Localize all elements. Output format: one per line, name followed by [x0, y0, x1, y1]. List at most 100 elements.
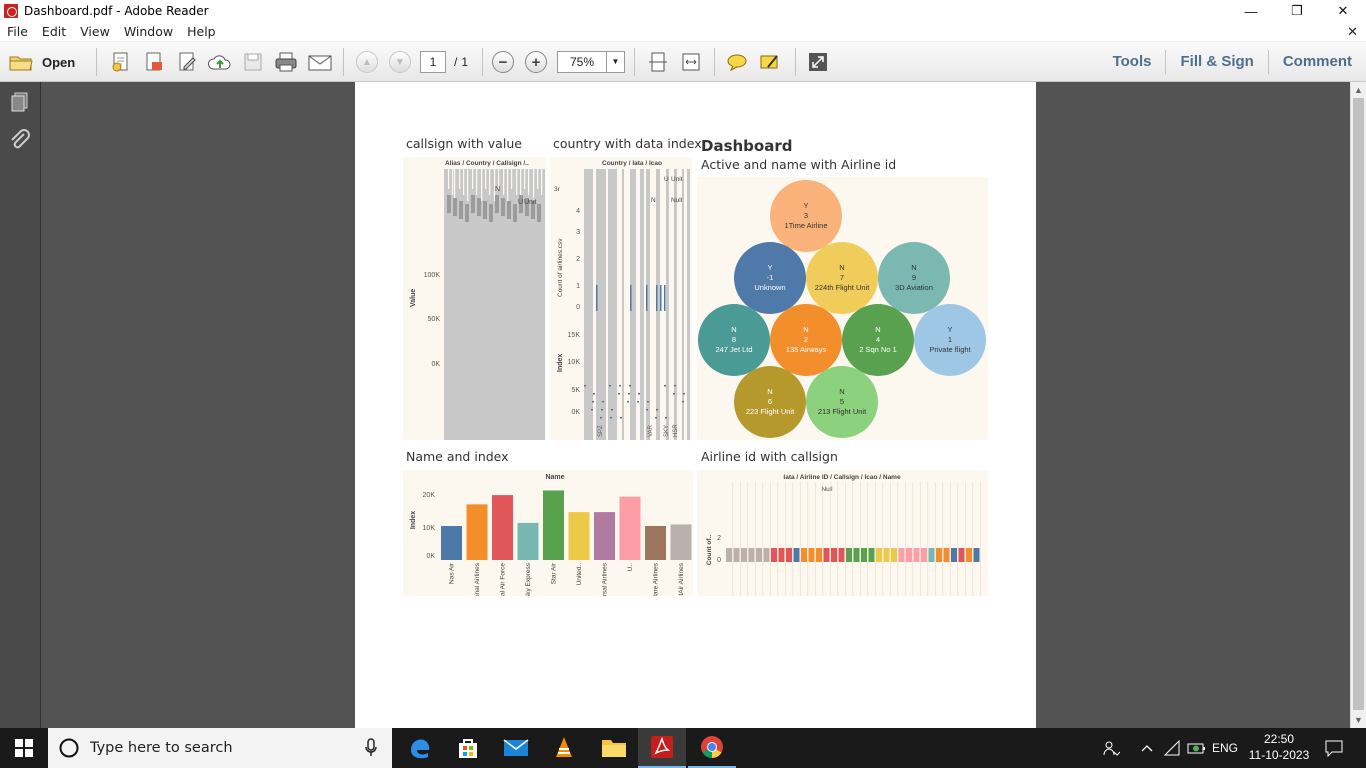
full-screen-button[interactable]: [805, 50, 831, 74]
comment-button[interactable]: [724, 50, 750, 74]
open-button[interactable]: Open: [8, 50, 80, 74]
callsign-gap: [541, 169, 543, 195]
callsign-gap: [524, 169, 526, 189]
previous-page-button[interactable]: ▲: [354, 50, 380, 74]
country-ytick-5k: 5K: [571, 387, 580, 394]
menu-help[interactable]: Help: [187, 24, 216, 39]
comment-link[interactable]: Comment: [1267, 50, 1366, 74]
airline-callsign-column: [898, 548, 905, 562]
bubble-unknown: Y -1 Unknown: [734, 242, 806, 314]
save-button[interactable]: [240, 50, 266, 74]
fit-width-button[interactable]: [678, 50, 704, 74]
edit-pdf-button[interactable]: [174, 50, 200, 74]
edge-browser-icon[interactable]: [396, 728, 444, 768]
callsign-bar-top: [447, 195, 451, 213]
print-button[interactable]: [273, 50, 299, 74]
zoom-select[interactable]: 75% ▼: [556, 50, 626, 74]
name-index-category-label: Volare Airlines: [653, 562, 660, 596]
airline-callsign-chart: Iata / Airline ID / Callsign / Icao / Na…: [697, 470, 988, 596]
page-number-input[interactable]: 1: [420, 51, 446, 73]
close-document-icon[interactable]: ✕: [1347, 24, 1358, 39]
airline-callsign-column: [808, 548, 815, 562]
people-icon[interactable]: [1102, 728, 1120, 768]
fit-page-button[interactable]: [645, 50, 671, 74]
system-clock[interactable]: 22:50 11-10-2023: [1248, 731, 1310, 763]
bubble-active: N: [839, 263, 845, 272]
bubble-1time-airline: Y 3 1Time Airline: [770, 180, 842, 252]
name-index-bar: [492, 495, 513, 560]
chrome-browser-icon[interactable]: [688, 728, 736, 768]
fill-sign-link[interactable]: Fill & Sign: [1165, 50, 1267, 74]
callsign-ytick-100k: 100K: [424, 272, 441, 279]
highlight-button[interactable]: [757, 50, 783, 74]
close-button[interactable]: ✕: [1337, 3, 1349, 18]
notification-center-icon[interactable]: [1324, 728, 1344, 768]
email-button[interactable]: [306, 50, 334, 74]
clock-date: 11-10-2023: [1248, 748, 1310, 762]
country-ytick-2: 2: [576, 256, 580, 263]
airline-callsign-svg: Iata / Airline ID / Callsign / Icao / Na…: [706, 474, 981, 596]
export-pdf-button[interactable]: [141, 50, 167, 74]
callsign-bar-top: [525, 198, 529, 216]
arrow-down-icon: ▼: [389, 51, 411, 73]
callsign-gap: [520, 169, 522, 201]
upload-button[interactable]: [207, 50, 233, 74]
country-column: [687, 169, 690, 440]
country-count-mark: [664, 285, 666, 311]
battery-icon[interactable]: [1187, 728, 1207, 768]
country-index-mark: [647, 401, 649, 403]
callsign-gap: [507, 169, 509, 201]
country-top-label-null: Null: [671, 197, 683, 204]
menu-window[interactable]: Window: [123, 24, 174, 39]
name-index-ytick-0k: 0K: [426, 553, 435, 560]
callsign-stripes: [447, 169, 543, 222]
airline-callsign-column: [771, 548, 777, 562]
airline-callsign-column: [966, 548, 972, 562]
file-explorer-icon[interactable]: [590, 728, 638, 768]
airline-callsign-column: [958, 548, 965, 562]
clock-time: 22:50: [1263, 732, 1295, 746]
minimize-button[interactable]: —: [1244, 3, 1258, 19]
country-columns: [584, 169, 690, 440]
microphone-icon[interactable]: [364, 738, 378, 758]
airline-callsign-column: [831, 548, 837, 562]
zoom-out-button[interactable]: −: [490, 50, 516, 74]
create-pdf-button[interactable]: [108, 50, 134, 74]
country-index-mark: [656, 409, 658, 411]
language-indicator[interactable]: ENG: [1212, 741, 1239, 755]
menu-view[interactable]: View: [80, 24, 110, 39]
pdf-page: callsign with value Alias / Country / Ca…: [355, 82, 1036, 728]
vertical-scrollbar[interactable]: ▲ ▼: [1350, 82, 1366, 728]
menu-file[interactable]: File: [7, 24, 28, 39]
airline-callsign-column: [816, 548, 822, 562]
airline-callsign-column: [846, 548, 852, 562]
country-column: [674, 169, 677, 440]
scroll-down-icon[interactable]: ▼: [1354, 715, 1363, 725]
next-page-button[interactable]: ▼: [387, 50, 413, 74]
taskbar-search-box[interactable]: Type here to search: [48, 728, 392, 768]
page-thumbnails-icon[interactable]: [8, 90, 32, 114]
show-hidden-icons-icon[interactable]: [1140, 728, 1154, 768]
adobe-reader-taskbar-icon[interactable]: [638, 728, 686, 768]
page-navigator: 1 / 1: [420, 50, 480, 74]
country-count-mark: [596, 285, 598, 311]
tools-link[interactable]: Tools: [1112, 53, 1152, 70]
country-bottom-label-sky: SKY: [664, 425, 670, 437]
maximize-button[interactable]: ❐: [1291, 3, 1303, 18]
windows-logo-icon: [15, 739, 33, 757]
country-index-mark: [637, 401, 639, 403]
zoom-in-button[interactable]: +: [523, 50, 549, 74]
mail-icon[interactable]: [492, 728, 540, 768]
menu-edit[interactable]: Edit: [41, 24, 67, 39]
navigation-panel: [0, 82, 41, 728]
wifi-icon[interactable]: [1163, 728, 1181, 768]
microsoft-store-icon[interactable]: [444, 728, 492, 768]
paperclip-icon[interactable]: [8, 128, 32, 152]
callsign-bar-top: [495, 195, 499, 213]
airline-callsign-column: [973, 548, 980, 562]
vlc-player-icon[interactable]: [540, 728, 588, 768]
sheet-title-active: Active and name with Airline id: [701, 157, 897, 172]
windows-start-button[interactable]: [0, 728, 48, 768]
scroll-thumb[interactable]: [1353, 98, 1364, 710]
scroll-up-icon[interactable]: ▲: [1354, 85, 1363, 95]
